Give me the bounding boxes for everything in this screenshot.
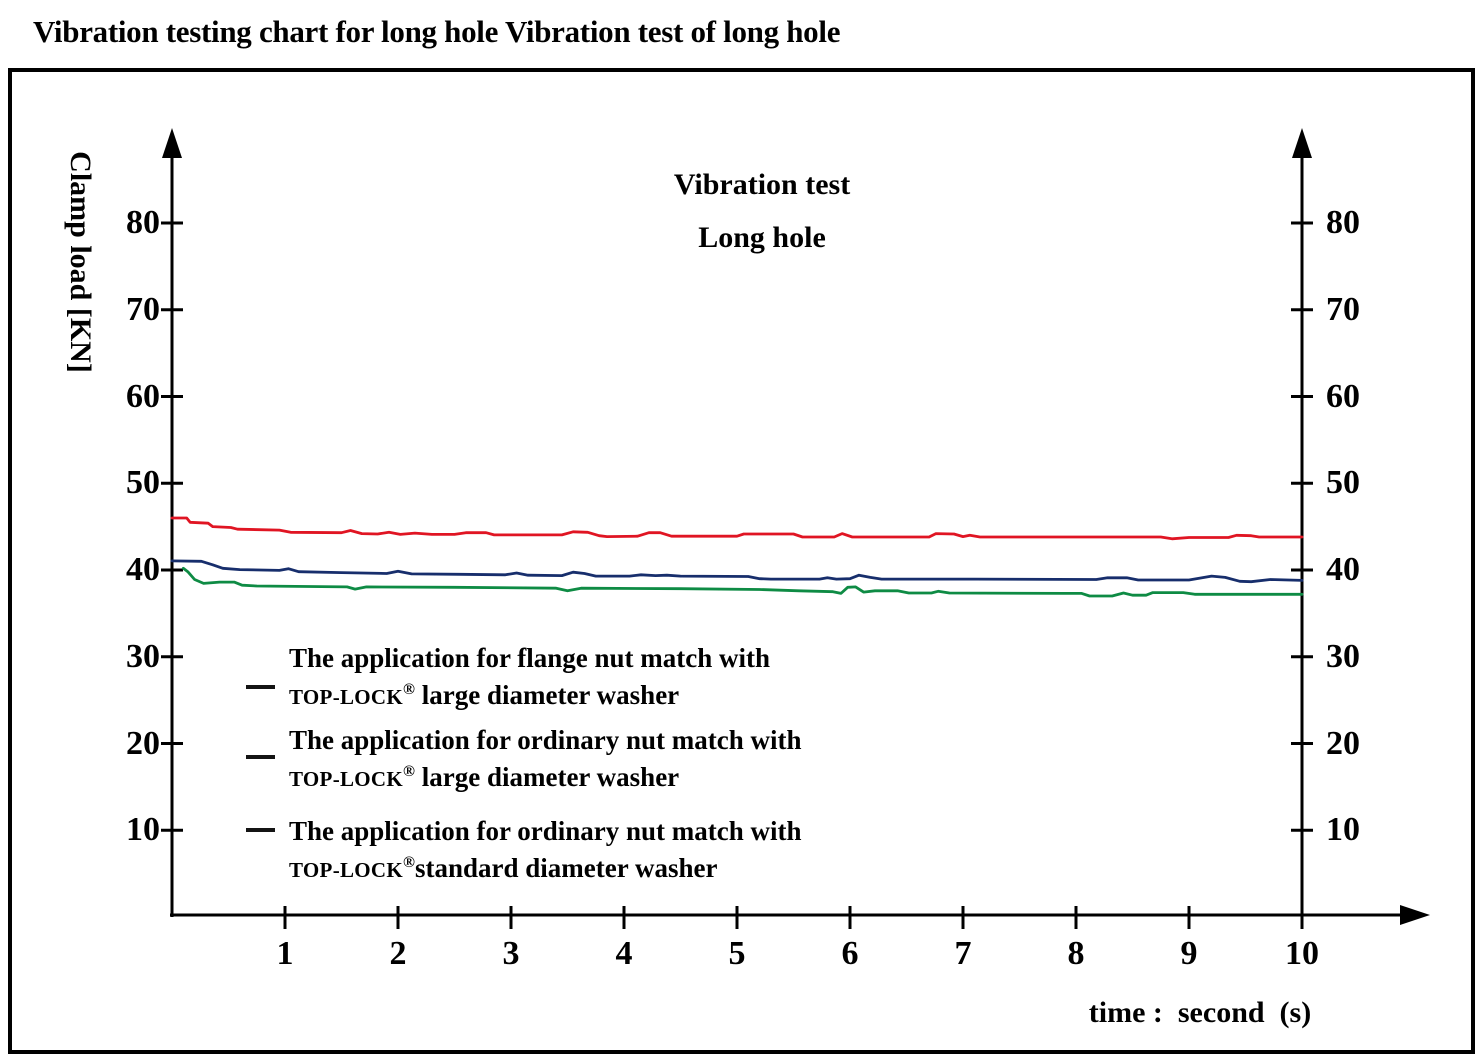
y-axis-tick-label-left: 10	[126, 811, 160, 849]
legend-entry: The application for flange nut match wit…	[289, 640, 989, 716]
y-axis-left-arrow-icon	[162, 128, 182, 158]
registered-mark-icon: ®	[403, 681, 415, 698]
legend-brand-text: TOP-LOCK	[289, 767, 404, 791]
legend-entry: The application for ordinary nut match w…	[289, 722, 989, 798]
legend-entry: The application for ordinary nut match w…	[289, 813, 989, 889]
chart-frame	[8, 68, 1475, 1054]
registered-mark-icon: ®	[403, 854, 415, 871]
legend-entry-line2: TOP-LOCK® large diameter washer	[289, 759, 989, 798]
y-axis-tick-label-right: 70	[1326, 290, 1360, 328]
legend-brand-text: TOP-LOCK	[289, 858, 404, 882]
legend-entry-line2-rest: large diameter washer	[414, 680, 680, 710]
y-axis-tick-label-left: 30	[126, 637, 160, 675]
chart-title-line-1: Vibration test	[673, 168, 851, 201]
legend-entry-line1: The application for flange nut match wit…	[289, 643, 771, 673]
x-axis-tick-label: 2	[389, 935, 407, 972]
y-axis-tick-label-left: 40	[126, 551, 160, 588]
y-axis-tick-label-right: 60	[1326, 377, 1360, 415]
x-axis-tick-label: 8	[1067, 935, 1085, 972]
legend-entry-line2: TOP-LOCK® large diameter washer	[289, 677, 989, 716]
y-axis-tick-label-right: 10	[1326, 811, 1360, 849]
chart-title-line-2: Long hole	[698, 221, 826, 254]
legend-dash-icon	[246, 828, 275, 832]
legend-dash-icon	[246, 685, 275, 689]
y-axis-tick-label-left: 20	[126, 724, 160, 762]
legend-entry-line2-rest: standard diameter washer	[414, 853, 718, 883]
legend-entry-line2: TOP-LOCK®standard diameter washer	[289, 850, 989, 889]
x-axis-tick-label: 6	[841, 935, 859, 972]
page-title: Vibration testing chart for long hole Vi…	[33, 14, 841, 49]
legend-dash-icon	[246, 755, 275, 759]
legend-brand-text: TOP-LOCK	[289, 685, 404, 709]
series-line-0	[170, 516, 1304, 541]
y-axis-tick-label-left: 70	[126, 290, 160, 328]
y-axis-tick-label-right: 50	[1326, 464, 1360, 502]
y-axis-tick-label-right: 40	[1326, 551, 1360, 588]
x-axis-arrow-icon	[1400, 905, 1430, 925]
series-line-2	[181, 566, 1304, 598]
x-axis-title: time : second (s)	[1088, 996, 1312, 1029]
registered-mark-icon: ®	[403, 763, 415, 780]
y-axis-tick-label-left: 80	[126, 204, 160, 241]
y-axis-right-arrow-icon	[1292, 128, 1312, 158]
legend-entry-line2-rest: large diameter washer	[414, 762, 680, 792]
legend-entry-line1: The application for ordinary nut match w…	[289, 816, 802, 846]
series-line-1	[170, 559, 1304, 584]
y-axis-tick-label-left: 50	[126, 464, 160, 502]
y-axis-tick-label-right: 80	[1326, 204, 1360, 241]
y-axis-tick-label-right: 20	[1326, 724, 1360, 762]
x-axis-tick-label: 1	[276, 935, 294, 972]
x-axis-tick-label: 7	[954, 935, 972, 972]
x-axis-tick-label: 4	[615, 935, 633, 972]
legend-entry-line1: The application for ordinary nut match w…	[289, 725, 802, 755]
x-axis-tick-label: 3	[502, 935, 520, 972]
x-axis-tick-label: 5	[728, 935, 746, 972]
y-axis-tick-label-left: 60	[126, 377, 160, 415]
x-axis-tick-label: 10	[1285, 935, 1319, 972]
y-axis-tick-label-right: 30	[1326, 637, 1360, 675]
x-axis-tick-label: 9	[1180, 935, 1198, 972]
